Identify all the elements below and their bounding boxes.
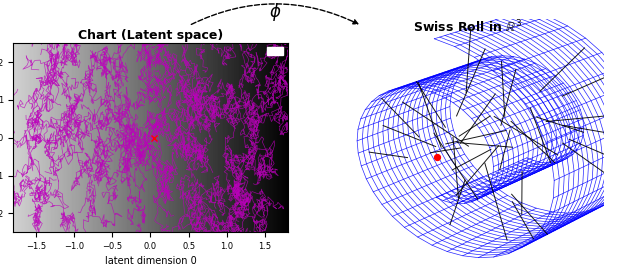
Bar: [267, 47, 284, 55]
Title: Chart (Latent space): Chart (Latent space): [78, 29, 223, 42]
X-axis label: latent dimension 0: latent dimension 0: [104, 256, 196, 266]
Text: $\phi$: $\phi$: [269, 1, 282, 23]
Text: Swiss Roll in $\mathbb{R}^3$: Swiss Roll in $\mathbb{R}^3$: [413, 19, 522, 35]
FancyArrowPatch shape: [191, 4, 358, 24]
